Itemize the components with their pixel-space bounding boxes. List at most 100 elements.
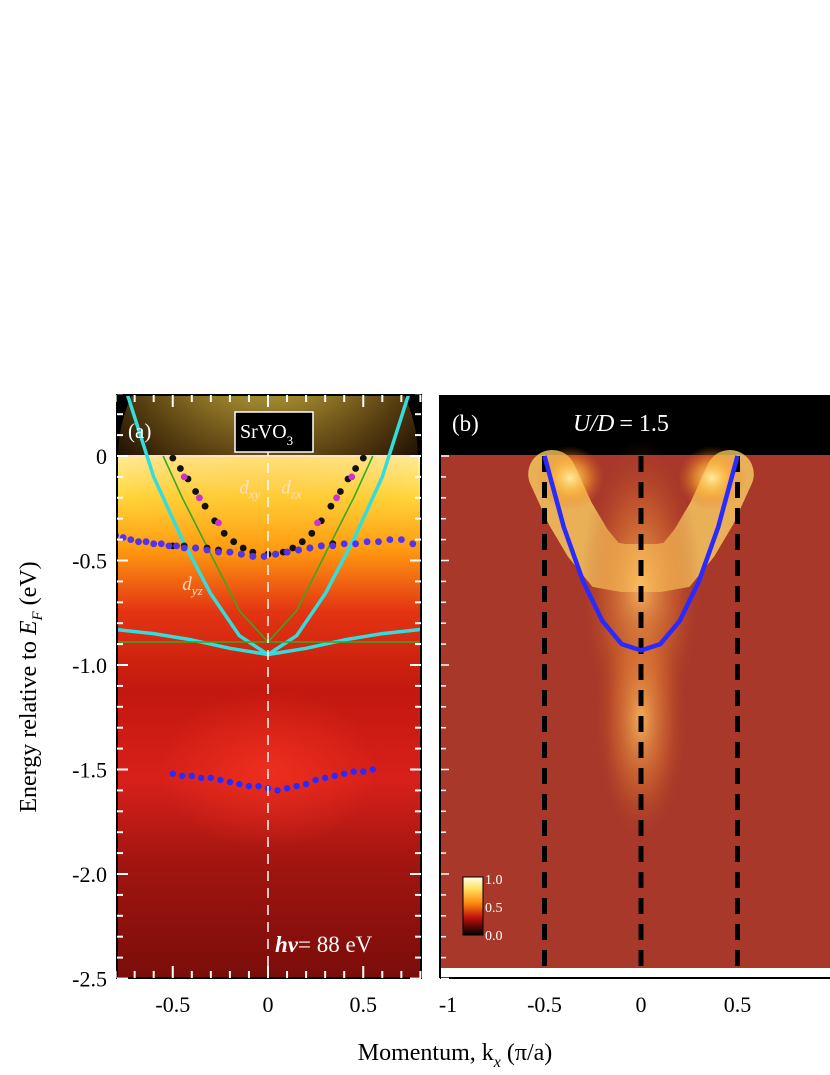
orbital-label-yz-main: d (182, 574, 192, 595)
photon-value: = 88 eV (298, 932, 373, 957)
y-axis-label-sub: F (30, 610, 46, 621)
panel-a-point-blue-8-6 (226, 778, 234, 786)
panel-a-point-blue-8-19 (350, 768, 357, 775)
panel-a-point-black-4-16 (327, 502, 335, 510)
colorbar-tick-min: 0.0 (485, 929, 503, 944)
panel-a-point-black-4-7 (230, 538, 238, 546)
panel-a-x-tick-label-2: 0.5 (350, 992, 378, 1017)
panel-a-point-violet-7-3 (135, 538, 142, 546)
panel-a-point-black-4-0 (169, 454, 177, 462)
x-axis-label-unit: (π/a) (501, 1040, 552, 1066)
panel-a-point-black-4-12 (289, 544, 297, 552)
panel-a-point-blue-8-16 (321, 774, 329, 782)
panel-b-x-tick-label-3: 0.5 (724, 992, 752, 1017)
panel-a-point-violet-7-5 (150, 540, 158, 548)
panel-a-point-black-4-14 (308, 529, 316, 537)
panel-b-x-tick-label-0: -1 (439, 992, 457, 1017)
panel-a-point-black-4-6 (220, 529, 228, 537)
orbital-label-yz: dyz (182, 574, 202, 598)
orbital-label-xy: dxy (239, 478, 260, 502)
panel-a-point-violet-7-8 (173, 542, 181, 550)
panel-a-point-violet-7-24 (352, 540, 359, 548)
x-axis-label: Momentum, kx (π/a) (358, 1040, 553, 1071)
photon-symbol: hν (275, 932, 299, 957)
orbital-label-zx-main: d (281, 478, 291, 499)
y-axis-label-var: E (16, 620, 42, 636)
orbital-label-xy-sub: xy (248, 487, 261, 502)
panel-a-point-violet-7-17 (272, 550, 279, 558)
panel-b: (b) U/D = 1.5 1.0 0.5 0.0 (439, 395, 830, 980)
y-tick-label-3: -1.5 (72, 758, 107, 783)
panel-a-point-magenta-5-0 (180, 473, 188, 481)
panel-a-point-blue-8-9 (255, 783, 262, 790)
panel-a-point-violet-7-15 (249, 552, 257, 560)
panel-a-point-violet-7-28 (398, 536, 405, 543)
panel-a-point-violet-7-10 (192, 544, 200, 552)
panel-a-point-black-4-8 (239, 544, 247, 552)
panel-a-point-blue-8-0 (169, 770, 176, 777)
panel-a-point-black-4-17 (337, 488, 344, 495)
panel-a-point-violet-7-19 (295, 546, 302, 554)
panel-a-x-tick-label-1: 0 (263, 992, 274, 1017)
y-tick-label-2: -1.0 (72, 653, 107, 678)
srvo3-title-main: SrVO (240, 421, 287, 443)
panel-a-point-blue-8-1 (179, 772, 186, 779)
srvo3-title-box: SrVO3 (234, 411, 314, 453)
colorbar-tick-max: 1.0 (485, 873, 503, 888)
panel-a-point-violet-7-14 (237, 550, 245, 558)
panel-a-point-black-4-20 (359, 454, 367, 462)
panel-a-point-blue-8-17 (331, 772, 338, 779)
panel-a-point-blue-8-20 (360, 768, 367, 775)
x-axis-label-main: Momentum, k (358, 1040, 494, 1066)
panel-a-point-blue-8-5 (217, 776, 224, 784)
panel-a-point-black-4-13 (298, 538, 306, 546)
srvo3-title-sub: 3 (287, 433, 294, 448)
panel-a-point-violet-7-7 (165, 542, 173, 550)
panel-a-point-violet-7-23 (340, 540, 348, 548)
x-axis-label-sub: x (493, 1054, 501, 1071)
orbital-label-yz-sub: yz (190, 583, 203, 598)
panel-a-point-violet-7-22 (329, 542, 337, 550)
panel-a-point-black-4-19 (352, 465, 359, 472)
y-tick-label-4: -2.0 (72, 862, 107, 887)
panel-a-x-tick-label-0: -0.5 (155, 992, 190, 1017)
panel-a-point-violet-7-2 (127, 536, 135, 543)
orbital-label-zx-sub: zx (290, 487, 302, 502)
panel-a-point-blue-8-3 (198, 774, 205, 782)
panel-b-x-tick-label-2: 0 (636, 992, 647, 1017)
panel-a-point-blue-8-14 (302, 780, 310, 788)
colorbar: 1.0 0.5 0.0 (462, 873, 503, 944)
panel-a-point-violet-7-12 (215, 548, 222, 556)
panel-a-point-violet-7-9 (180, 544, 188, 552)
panel-a-point-blue-8-8 (245, 783, 253, 790)
panel-a-point-violet-7-11 (203, 546, 211, 554)
colorbar-gradient (462, 876, 484, 936)
panel-a-label: (a) (128, 419, 151, 443)
panel-a-point-magenta-5-1 (196, 494, 203, 502)
panel-a-point-violet-7-25 (363, 538, 371, 546)
panel-a-point-blue-8-2 (188, 772, 195, 779)
panel-a-point-blue-8-4 (207, 774, 214, 782)
panel-a-point-blue-8-18 (341, 770, 348, 777)
panel-a-point-blue-8-7 (236, 780, 243, 788)
panel-a-point-blue-8-13 (293, 783, 300, 790)
panel-a-point-blue-8-12 (283, 785, 291, 792)
panel-a-point-violet-7-27 (386, 536, 394, 543)
panel-a-point-black-4-3 (192, 488, 200, 495)
colorbar-tick-mid: 0.5 (485, 901, 503, 916)
panel-a-point-violet-7-29 (409, 540, 417, 548)
panel-a-point-violet-7-6 (157, 540, 165, 548)
panel-a-point-black-4-4 (201, 502, 209, 510)
panel-b-title-value: = 1.5 (619, 411, 669, 437)
panel-b-band-line-0 (542, 455, 740, 653)
panel-b-bottom-strip (440, 968, 830, 978)
panel-a-point-blue-8-11 (274, 787, 281, 794)
photon-energy-annotation: hν= 88 eV (275, 932, 373, 957)
panel-b-label: (b) (452, 411, 479, 436)
panel-a-point-violet-7-20 (306, 544, 314, 552)
panel-a-point-black-4-1 (177, 465, 184, 472)
panel-a-point-violet-7-13 (226, 548, 234, 556)
panel-a-point-magenta-5-3 (314, 519, 321, 527)
